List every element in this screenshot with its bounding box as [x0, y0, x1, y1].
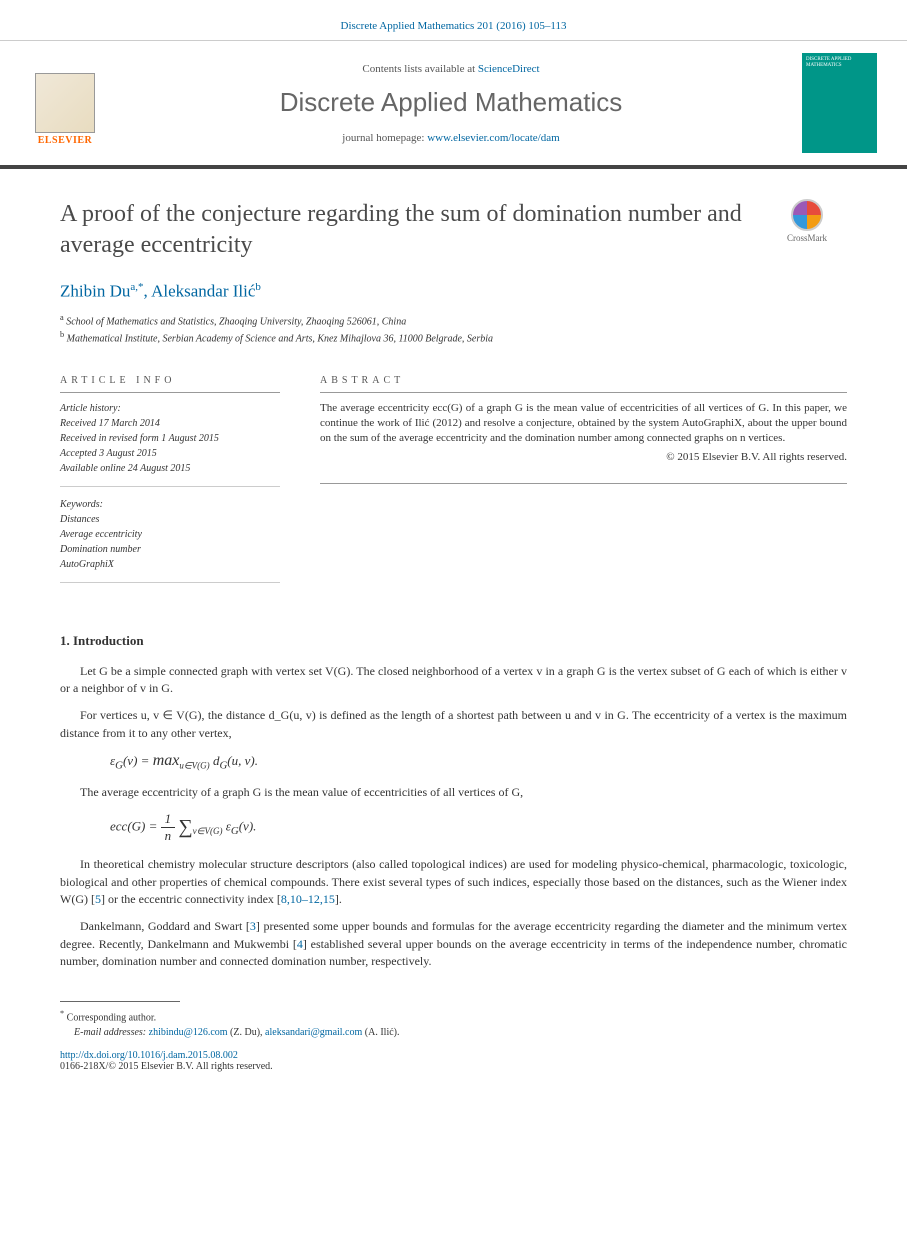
journal-cover[interactable]: DISCRETE APPLIED MATHEMATICS [802, 53, 877, 153]
keywords-block: Keywords: Distances Average eccentricity… [60, 497, 280, 583]
keyword-2: Domination number [60, 542, 280, 557]
accepted-date: Accepted 3 August 2015 [60, 446, 280, 461]
footnote-block: * Corresponding author. E-mail addresses… [60, 1008, 847, 1040]
abstract-heading: ABSTRACT [320, 375, 847, 393]
corresponding-author: Corresponding author. [67, 1012, 156, 1023]
keyword-1: Average eccentricity [60, 527, 280, 542]
intro-p4: In theoretical chemistry molecular struc… [60, 856, 847, 908]
email-1-name: (Z. Du), [228, 1027, 266, 1038]
affiliation-b: Mathematical Institute, Serbian Academy … [67, 334, 493, 345]
history-label: Article history: [60, 401, 280, 416]
authors: Zhibin Dua,*, Aleksandar Ilićb [60, 281, 847, 302]
article-info-heading: ARTICLE INFO [60, 375, 280, 393]
email-2[interactable]: aleksandari@gmail.com [265, 1027, 362, 1038]
p4-text-c: ]. [335, 892, 342, 906]
received-date: Received 17 March 2014 [60, 416, 280, 431]
author-1[interactable]: Zhibin Du [60, 282, 130, 301]
doi-block: http://dx.doi.org/10.1016/j.dam.2015.08.… [60, 1050, 847, 1072]
intro-p1: Let G be a simple connected graph with v… [60, 663, 847, 698]
keyword-0: Distances [60, 512, 280, 527]
issn-copyright: 0166-218X/© 2015 Elsevier B.V. All right… [60, 1061, 273, 1072]
affiliations: a School of Mathematics and Statistics, … [60, 312, 847, 347]
journal-title: Discrete Applied Mathematics [120, 87, 782, 118]
online-date: Available online 24 August 2015 [60, 461, 280, 476]
abstract-copyright: © 2015 Elsevier B.V. All rights reserved… [320, 451, 847, 463]
homepage-link[interactable]: www.elsevier.com/locate/dam [427, 132, 559, 144]
masthead: ELSEVIER Contents lists available at Sci… [0, 40, 907, 169]
formula-avg-ecc: ecc(G) = 1n ∑v∈V(G) εG(v). [110, 811, 847, 844]
contents-prefix: Contents lists available at [362, 63, 477, 75]
homepage-prefix: journal homepage: [342, 132, 427, 144]
crossmark-icon [791, 199, 823, 231]
keyword-3: AutoGraphiX [60, 557, 280, 572]
header-citation[interactable]: Discrete Applied Mathematics 201 (2016) … [0, 0, 907, 40]
formula-eccentricity: εG(v) = maxu∈V(G) dG(u, v). [110, 752, 847, 772]
info-abstract-row: ARTICLE INFO Article history: Received 1… [60, 375, 847, 593]
sciencedirect-link[interactable]: ScienceDirect [478, 63, 540, 75]
affiliation-a: School of Mathematics and Statistics, Zh… [66, 316, 406, 327]
intro-p2: For vertices u, v ∈ V(G), the distance d… [60, 707, 847, 742]
crossmark-label: CrossMark [787, 233, 827, 243]
journal-cover-title: DISCRETE APPLIED MATHEMATICS [806, 57, 873, 69]
intro-p5: Dankelmann, Goddard and Swart [3] presen… [60, 918, 847, 970]
email-label: E-mail addresses: [74, 1027, 146, 1038]
masthead-center: Contents lists available at ScienceDirec… [120, 63, 782, 144]
author-2[interactable]: Aleksandar Ilić [151, 282, 255, 301]
p4-text-b: ] or the eccentric connectivity index [ [101, 892, 281, 906]
email-1[interactable]: zhibindu@126.com [149, 1027, 228, 1038]
article-info: ARTICLE INFO Article history: Received 1… [60, 375, 280, 593]
article-title: A proof of the conjecture regarding the … [60, 199, 747, 261]
doi-link[interactable]: http://dx.doi.org/10.1016/j.dam.2015.08.… [60, 1050, 238, 1061]
article-history: Article history: Received 17 March 2014 … [60, 401, 280, 487]
abstract-text: The average eccentricity ecc(G) of a gra… [320, 401, 847, 447]
footnote-separator [60, 1001, 180, 1002]
article-content: A proof of the conjecture regarding the … [0, 169, 907, 1112]
abstract-col: ABSTRACT The average eccentricity ecc(G)… [320, 375, 847, 593]
section-1-heading: 1. Introduction [60, 633, 847, 649]
keywords-label: Keywords: [60, 497, 280, 512]
author-sep: , [144, 282, 152, 301]
elsevier-tree-icon [35, 73, 95, 133]
homepage-line: journal homepage: www.elsevier.com/locat… [120, 132, 782, 144]
elsevier-text: ELSEVIER [38, 135, 93, 146]
title-row: A proof of the conjecture regarding the … [60, 199, 847, 261]
elsevier-logo[interactable]: ELSEVIER [30, 61, 100, 146]
refs-8-15[interactable]: 8,10–12,15 [281, 892, 335, 906]
contents-line: Contents lists available at ScienceDirec… [120, 63, 782, 75]
intro-p3: The average eccentricity of a graph G is… [60, 784, 847, 801]
revised-date: Received in revised form 1 August 2015 [60, 431, 280, 446]
p5-text-a: Dankelmann, Goddard and Swart [ [80, 919, 250, 933]
author-1-sup: a,* [130, 281, 143, 293]
author-2-sup: b [255, 281, 261, 293]
crossmark-badge[interactable]: CrossMark [767, 199, 847, 243]
email-2-name: (A. Ilić). [362, 1027, 399, 1038]
